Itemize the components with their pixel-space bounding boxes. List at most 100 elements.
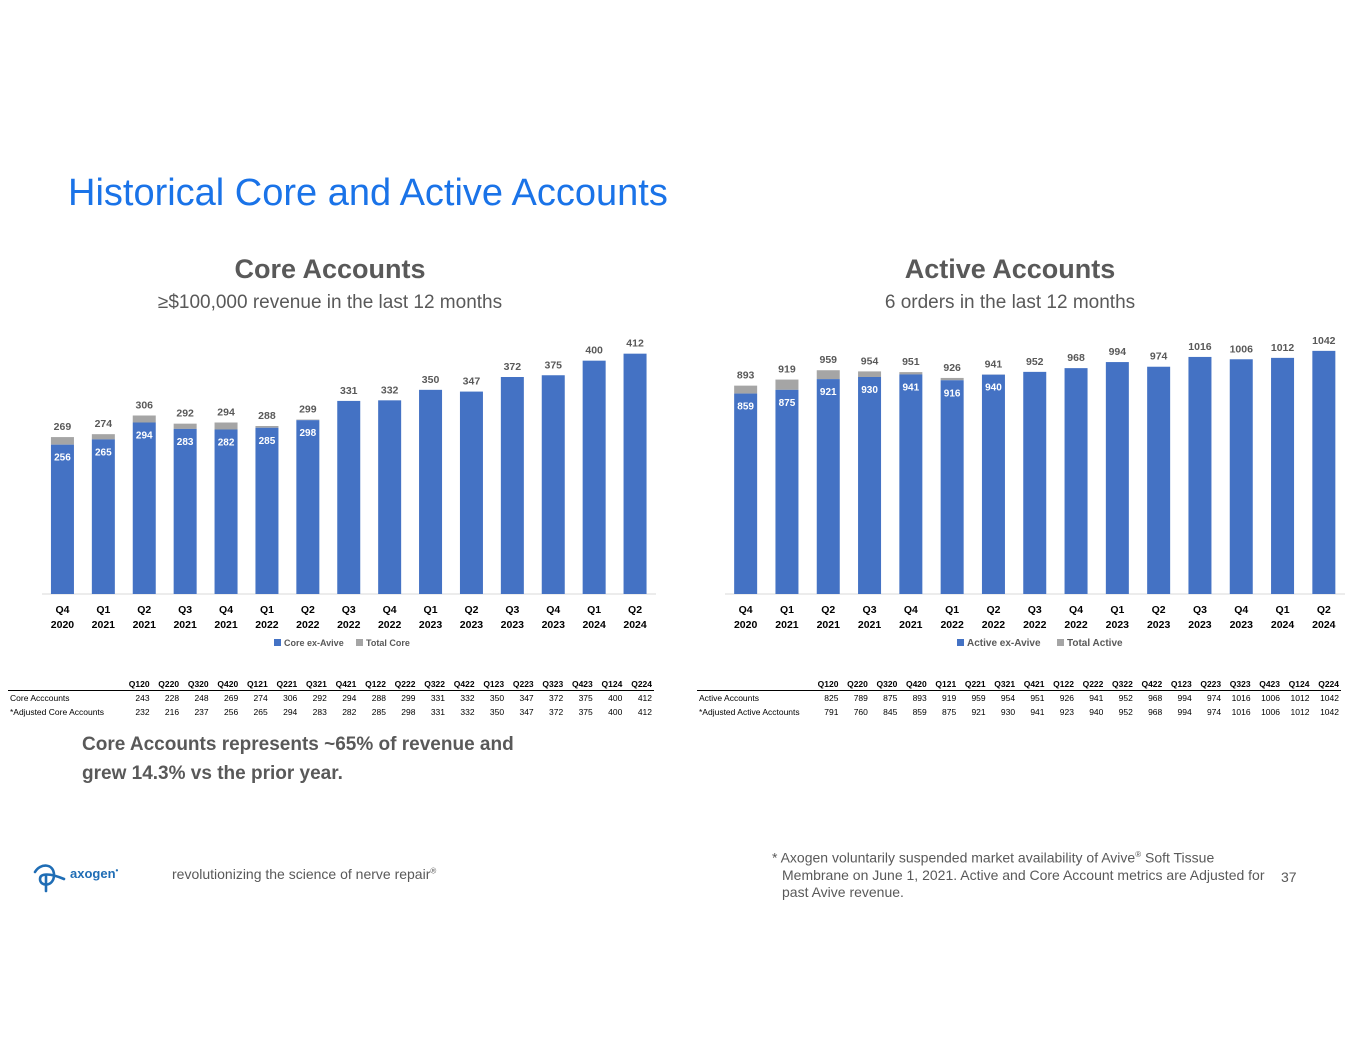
core-total-label: 288 — [258, 410, 276, 422]
logo-wordmark: axogen• — [70, 866, 119, 881]
core-table-cell: *Adjusted Core Accounts — [10, 707, 105, 717]
active-legend-swatch — [1057, 639, 1064, 646]
core-table-cell: 412 — [637, 693, 652, 703]
core-total-label: 412 — [626, 338, 644, 350]
core-table-header: Q223 — [506, 678, 536, 691]
active-table-cell: 952 — [1118, 707, 1133, 717]
core-table-cell: 350 — [489, 707, 505, 717]
active-table-header: Q321 — [987, 678, 1018, 691]
core-total-label: 331 — [340, 385, 358, 397]
core-table-cell: 372 — [549, 707, 564, 717]
core-tick-year: 2020 — [51, 619, 75, 631]
core-bar-base — [378, 400, 402, 594]
core-tick-quarter: Q1 — [260, 604, 274, 616]
core-bar-base — [541, 375, 565, 594]
active-table-cell: 951 — [1030, 693, 1045, 703]
active-bar-base — [1271, 357, 1295, 594]
active-table-header: Q124 — [1282, 678, 1312, 691]
core-tick-year: 2023 — [542, 619, 566, 631]
active-tick-quarter: Q4 — [1069, 604, 1083, 616]
active-total-label: 1012 — [1271, 342, 1295, 354]
core-table-cell: 256 — [224, 707, 239, 717]
active-chart-title: Active Accounts — [904, 254, 1116, 284]
active-table-cell: 974 — [1206, 707, 1222, 717]
active-bar-base — [734, 393, 758, 594]
core-table-header: Q321 — [299, 678, 329, 691]
active-base-label: 940 — [985, 383, 1002, 394]
core-base-label: 285 — [259, 436, 276, 447]
active-table-cell: 1042 — [1320, 693, 1339, 703]
active-table-cell: 1016 — [1231, 707, 1251, 717]
core-table-cell: 372 — [549, 693, 564, 703]
core-bar-base — [50, 444, 74, 594]
active-table-cell: 1006 — [1261, 693, 1280, 703]
active-table-header: Q120 — [811, 678, 841, 691]
active-total-label: 951 — [902, 356, 920, 368]
core-tick-year: 2021 — [214, 619, 238, 631]
core-table-cell: 228 — [164, 693, 180, 703]
core-legend-label: Core ex-Avive — [284, 638, 344, 648]
active-tick-year: 2023 — [1106, 619, 1130, 631]
active-tick-quarter: Q1 — [780, 604, 794, 616]
active-tick-quarter: Q2 — [1317, 604, 1331, 616]
core-tick-year: 2022 — [378, 619, 402, 631]
core-table-cell: 265 — [253, 707, 268, 717]
tagline: revolutionizing the science of nerve rep… — [172, 866, 437, 882]
active-table-cell: 791 — [824, 707, 839, 717]
core-table-cell: 237 — [194, 707, 209, 717]
active-table-cell: *Adjusted Active Acctounts — [699, 707, 800, 717]
active-base-label: 941 — [903, 382, 920, 393]
active-bar-total — [734, 385, 758, 394]
core-total-label: 375 — [544, 359, 562, 371]
active-tick-quarter: Q2 — [821, 604, 835, 616]
active-bar-total — [858, 371, 882, 377]
active-bar-base — [1023, 371, 1047, 594]
core-table-cell: 350 — [489, 693, 505, 703]
core-table-cell: 400 — [608, 707, 623, 717]
active-bar-base — [858, 377, 882, 594]
core-bar-total — [50, 437, 74, 445]
active-table-cell: 959 — [971, 693, 986, 703]
active-table-cell: 968 — [1148, 693, 1163, 703]
core-legend-swatch — [356, 639, 363, 646]
core-table-cell: 274 — [253, 693, 268, 703]
core-bar-base — [582, 360, 606, 594]
active-total-label: 893 — [737, 370, 755, 382]
active-tick-quarter: Q3 — [1028, 604, 1042, 616]
core-tick-quarter: Q4 — [546, 604, 560, 616]
active-table-cell: 789 — [853, 693, 868, 703]
core-base-label: 294 — [136, 431, 153, 442]
active-bar-base — [775, 389, 799, 594]
core-tick-quarter: Q1 — [587, 604, 601, 616]
core-tick-quarter: Q2 — [628, 604, 642, 616]
core-base-label: 256 — [54, 453, 71, 464]
core-bar-base — [500, 377, 524, 594]
core-table-header: Q423 — [565, 678, 595, 691]
active-table-header: Q422 — [1134, 678, 1165, 691]
active-table-cell: 760 — [853, 707, 868, 717]
core-accounts-note: Core Accounts represents ~65% of revenue… — [82, 734, 514, 784]
core-table-cell: 299 — [401, 693, 416, 703]
active-table-cell: 845 — [883, 707, 898, 717]
core-tick-year: 2022 — [296, 619, 320, 631]
active-base-label: 916 — [944, 388, 961, 399]
active-tick-quarter: Q1 — [945, 604, 959, 616]
core-table-cell: 283 — [312, 707, 327, 717]
active-table-header: Q121 — [928, 678, 959, 691]
core-bar-base — [132, 422, 156, 594]
active-table-cell: 930 — [1000, 707, 1016, 717]
active-table-header: Q322 — [1105, 678, 1135, 691]
core-total-label: 274 — [95, 418, 113, 430]
core-table-cell: 243 — [135, 693, 150, 703]
core-total-label: 347 — [463, 376, 481, 388]
active-table-header: Q223 — [1193, 678, 1224, 691]
core-bar-base — [173, 428, 197, 594]
core-table-cell: Core Acccounts — [10, 693, 70, 703]
core-total-label: 299 — [299, 404, 317, 416]
core-table-header: Q323 — [535, 678, 566, 691]
core-table-header: Q224 — [624, 678, 654, 691]
active-table-header: Q221 — [958, 678, 988, 691]
active-chart-subtitle: 6 orders in the last 12 months — [884, 292, 1136, 313]
active-table-cell: 952 — [1118, 693, 1133, 703]
